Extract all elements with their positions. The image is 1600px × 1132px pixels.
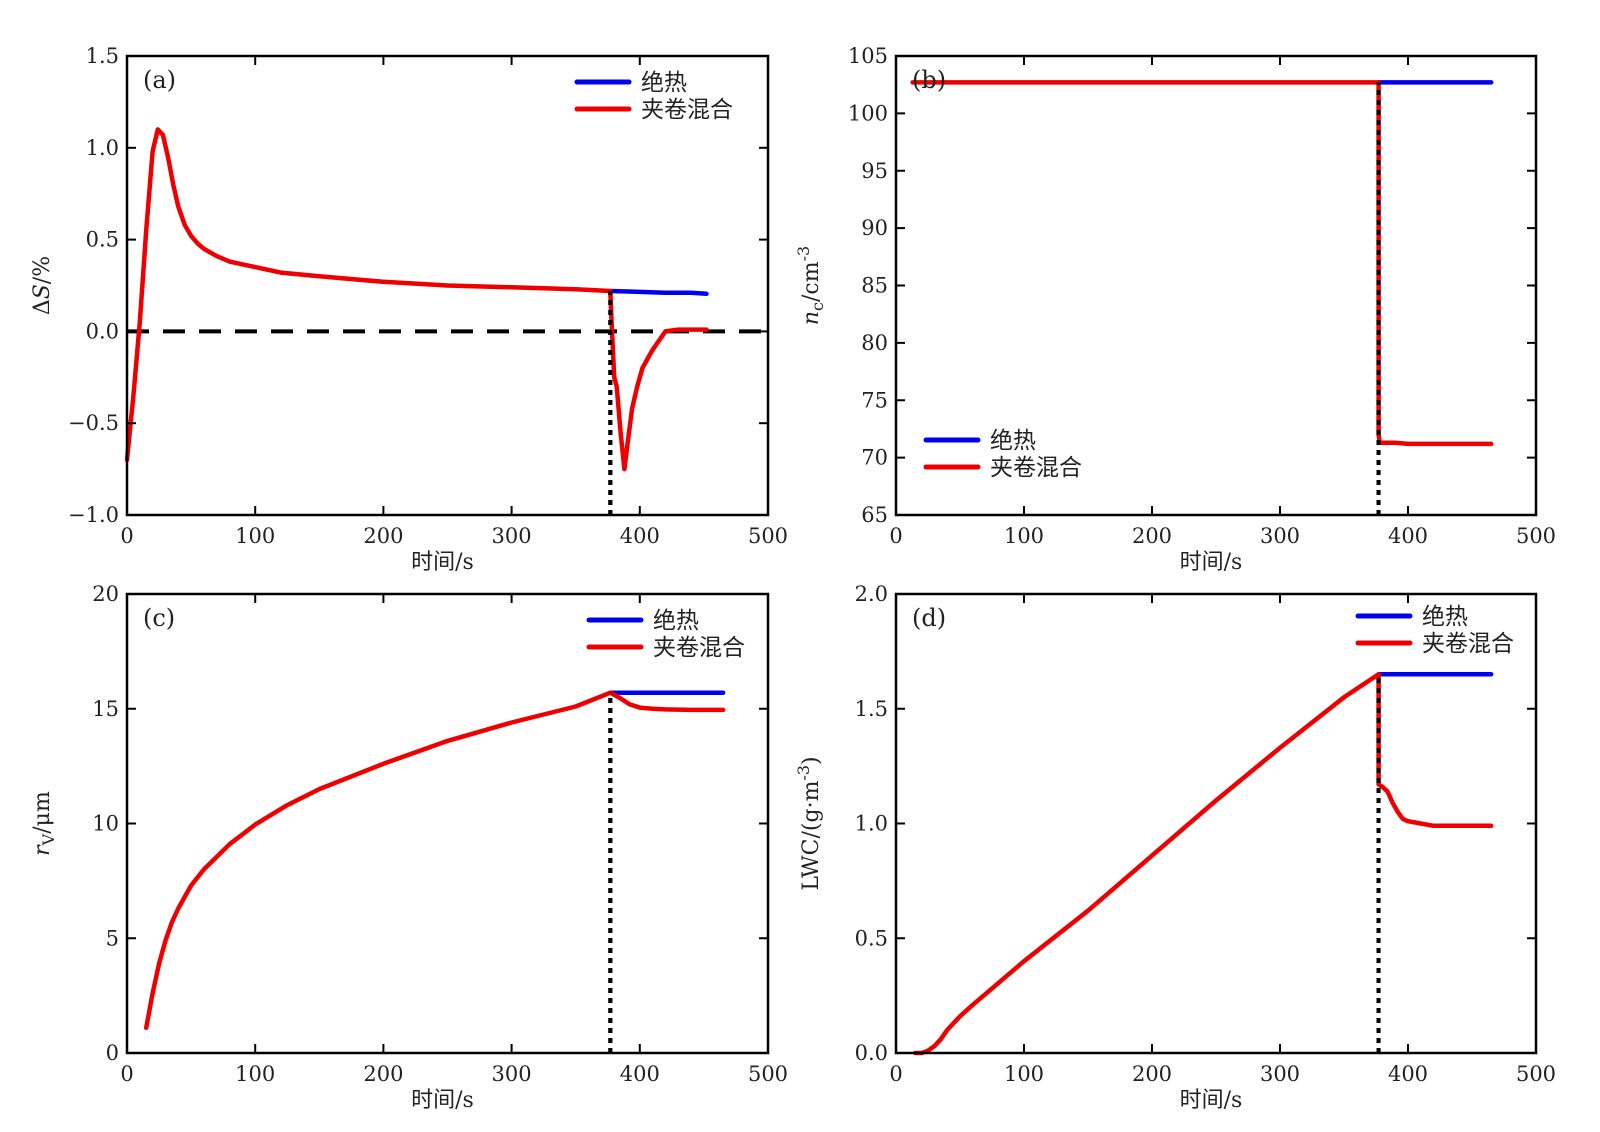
y-tick-label: −0.5: [68, 411, 119, 435]
series-line-entrainment-mixing: [910, 80, 1494, 447]
legend-label: 绝热: [653, 608, 699, 634]
plot-frame: [894, 592, 1538, 1055]
y-tick-label: 20: [92, 582, 119, 606]
x-axis-label: 时间/s: [1180, 550, 1243, 575]
series-line-entrainment-mixing: [912, 672, 1494, 1056]
x-tick-label: 0: [120, 1062, 133, 1086]
legend-label: 夹卷混合: [641, 97, 733, 123]
legend-label: 夹卷混合: [990, 455, 1082, 481]
y-tick-label: 0: [106, 1041, 119, 1065]
x-axis-label: 时间/s: [1180, 1088, 1243, 1113]
label-part: n: [799, 311, 824, 325]
label-part: V: [39, 833, 58, 846]
y-tick-label: 2.0: [855, 582, 888, 606]
x-tick-label: 300: [1260, 1062, 1300, 1086]
label-part: Δ: [30, 299, 55, 315]
panel-d: 0 100 200 300 400 500 0.0 0.5 1.0 1.5 2.0 时间/s LWC/(…: [794, 582, 1556, 1113]
panel-label: (a): [143, 66, 176, 94]
x-tick-label: 400: [1388, 524, 1428, 548]
plot-frame: [125, 54, 770, 517]
x-axis-label: 时间/s: [411, 550, 474, 575]
x-tick-label: 400: [620, 1062, 660, 1086]
y-tick-label: 15: [92, 697, 119, 721]
y-tick-label: 105: [848, 44, 888, 68]
y-tick-label: 0.0: [855, 1041, 888, 1065]
panel-label: (b): [912, 66, 946, 94]
label-part: /cm: [799, 261, 824, 302]
y-tick-label: 70: [861, 446, 888, 470]
x-tick-label: 500: [1516, 1062, 1556, 1086]
y-tick-label: 1.0: [86, 136, 119, 160]
label-part: S: [30, 284, 55, 299]
x-axis-label: 时间/s: [411, 1088, 474, 1113]
y-tick-label: 100: [848, 101, 888, 125]
x-tick-label: 100: [1004, 1062, 1044, 1086]
label-part: LWC/(g·m: [799, 780, 824, 890]
x-tick-label: 300: [492, 524, 532, 548]
panel-label: (c): [143, 604, 175, 632]
x-tick-label: 400: [620, 524, 660, 548]
y-tick-label: 5: [106, 926, 119, 950]
y-tick-label: 1.5: [855, 697, 888, 721]
x-tick-label: 500: [748, 1062, 788, 1086]
label-part: -3: [794, 246, 813, 262]
y-tick-label: 0.5: [855, 926, 888, 950]
y-tick-label: 80: [861, 331, 888, 355]
x-tick-label: 300: [492, 1062, 532, 1086]
y-tick-label: 1.5: [86, 44, 119, 68]
label-part: c: [808, 302, 827, 311]
x-tick-label: 200: [1132, 1062, 1172, 1086]
y-axis-label: nc/cm-3: [794, 246, 827, 325]
plot-frame: [125, 592, 770, 1055]
y-tick-label: −1.0: [68, 503, 119, 527]
legend-label: 绝热: [641, 70, 687, 96]
y-tick-label: 0.5: [86, 228, 119, 252]
y-tick-label: 0.0: [86, 319, 119, 343]
legend-label: 夹卷混合: [1422, 631, 1514, 657]
legend-label: 夹卷混合: [653, 635, 745, 661]
legend-label: 绝热: [990, 428, 1036, 454]
x-tick-label: 200: [363, 524, 403, 548]
y-tick-label: 65: [861, 503, 888, 527]
x-tick-label: 100: [235, 524, 275, 548]
x-tick-label: 0: [120, 524, 133, 548]
x-tick-label: 0: [889, 1062, 902, 1086]
x-tick-label: 500: [748, 524, 788, 548]
x-tick-label: 300: [1260, 524, 1300, 548]
y-axis-label: ΔS/%: [30, 256, 55, 315]
panel-a: 0 100 200 300 400 500 −1.0 −0.5 0.0 0.5 1.0 1.5 时间/s…: [30, 44, 788, 575]
label-part: r: [30, 844, 55, 856]
series-line-entrainment-mixing: [143, 690, 726, 1031]
x-tick-label: 400: [1388, 1062, 1428, 1086]
series-line-adiabatic: [608, 288, 709, 297]
x-tick-label: 200: [1132, 524, 1172, 548]
panel-label: (d): [912, 604, 946, 632]
x-tick-label: 500: [1516, 524, 1556, 548]
label-part: -3: [794, 765, 813, 781]
x-tick-label: 0: [889, 524, 902, 548]
x-tick-label: 100: [235, 1062, 275, 1086]
y-tick-label: 10: [92, 812, 119, 836]
series-line-entrainment-mixing: [124, 127, 709, 472]
y-tick-label: 1.0: [855, 812, 888, 836]
y-tick-label: 75: [861, 388, 888, 412]
legend-label: 绝热: [1422, 604, 1468, 630]
y-tick-label: 90: [861, 216, 888, 240]
x-tick-label: 100: [1004, 524, 1044, 548]
y-axis-label: LWC/(g·m-3): [794, 756, 824, 890]
panel-c: 0 100 200 300 400 500 0 5 10 15 20 时间/s rV/μm (c) 绝热夹卷…: [30, 582, 788, 1113]
y-tick-label: 95: [861, 159, 888, 183]
panel-b: 0 100 200 300 400 500 65 70 75 80 85 90 95 100 105 时间/s…: [794, 44, 1556, 575]
y-tick-label: 85: [861, 274, 888, 298]
label-part: ): [799, 756, 824, 765]
x-tick-label: 200: [363, 1062, 403, 1086]
y-axis-label: rV/μm: [30, 791, 58, 856]
label-part: /%: [30, 256, 55, 284]
label-part: /μm: [30, 791, 55, 834]
